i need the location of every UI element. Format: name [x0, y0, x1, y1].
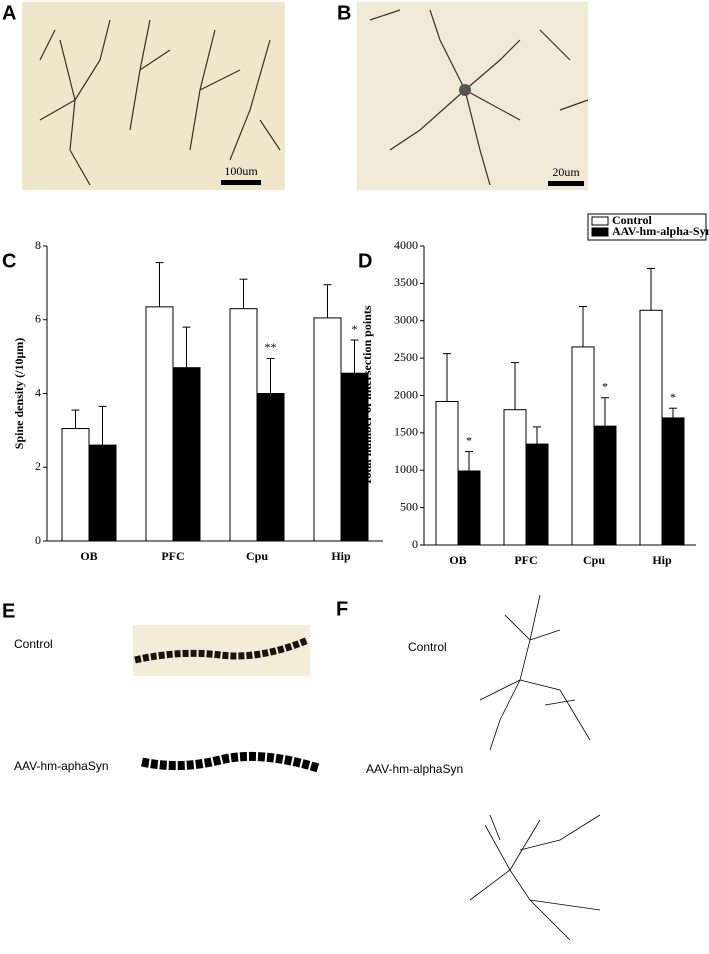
scale-label: 20um — [552, 165, 580, 179]
scale-label: 100um — [224, 164, 258, 178]
panel-label: D — [358, 250, 372, 272]
y-tick-label: 0 — [412, 537, 418, 551]
bar — [229, 308, 258, 542]
bar — [340, 372, 369, 542]
soma — [459, 84, 471, 96]
bar — [256, 393, 285, 542]
bar — [172, 367, 201, 542]
y-tick-label: 1000 — [394, 462, 418, 476]
bar — [88, 444, 117, 542]
y-tick-label: 6 — [35, 312, 41, 326]
y-tick-label: 2 — [35, 459, 41, 473]
bar — [313, 317, 342, 542]
neurons-a — [39, 19, 281, 186]
x-tick-label: PFC — [161, 549, 184, 563]
legend-label: Control — [612, 213, 652, 227]
bar — [593, 425, 617, 546]
x-tick-label: OB — [449, 553, 466, 567]
bar — [145, 306, 174, 542]
legend-label: AAV-hm-alpha-Syn — [612, 224, 709, 238]
y-tick-label: 3500 — [394, 275, 418, 289]
bar — [435, 400, 459, 546]
legend-swatch — [591, 227, 609, 237]
label: AAV-hm-alphaSyn — [366, 762, 463, 776]
x-tick-label: OB — [80, 549, 97, 563]
y-axis-label: Spine density (/10μm) — [12, 338, 26, 449]
micrograph-b — [357, 2, 588, 190]
bar — [571, 346, 595, 546]
panel-label: B — [337, 2, 351, 24]
y-axis-label: Total number of intersection points — [360, 305, 374, 485]
bar — [525, 443, 549, 546]
label: Control — [14, 637, 53, 651]
y-tick-label: 2000 — [394, 387, 418, 401]
x-tick-label: Hip — [652, 553, 672, 567]
y-tick-label: 4 — [35, 385, 41, 399]
legend-swatch — [591, 216, 609, 226]
bar — [61, 428, 90, 542]
significance: * — [670, 390, 676, 404]
x-tick-label: Cpu — [583, 553, 605, 567]
micrograph-a — [22, 2, 285, 190]
tracing — [469, 594, 601, 941]
bar — [639, 309, 663, 546]
y-tick-label: 8 — [35, 238, 41, 252]
bar — [503, 409, 527, 546]
significance: ** — [265, 340, 277, 354]
label: AAV-hm-aphaSyn — [14, 759, 109, 773]
x-tick-label: PFC — [514, 553, 537, 567]
panel-label: C — [2, 250, 16, 272]
y-tick-label: 2500 — [394, 350, 418, 364]
bar — [661, 417, 685, 546]
y-tick-label: 1500 — [394, 425, 418, 439]
panel-label: A — [2, 2, 16, 24]
x-tick-label: Cpu — [246, 549, 268, 563]
significance: * — [352, 322, 358, 336]
panel-label: F — [336, 598, 348, 620]
label: Control — [408, 640, 447, 654]
dendrite — [141, 751, 320, 773]
significance: * — [466, 433, 472, 447]
y-tick-label: 3000 — [394, 313, 418, 327]
y-tick-label: 4000 — [394, 238, 418, 252]
panel-label: E — [2, 600, 15, 622]
bar — [457, 470, 481, 546]
scale-bar — [548, 181, 584, 186]
significance: * — [602, 379, 608, 393]
neurons-b — [369, 9, 589, 186]
y-tick-label: 500 — [400, 499, 418, 513]
x-tick-label: Hip — [331, 549, 351, 563]
dendrite — [134, 636, 310, 664]
scale-bar — [221, 180, 261, 185]
y-tick-label: 0 — [35, 533, 41, 547]
